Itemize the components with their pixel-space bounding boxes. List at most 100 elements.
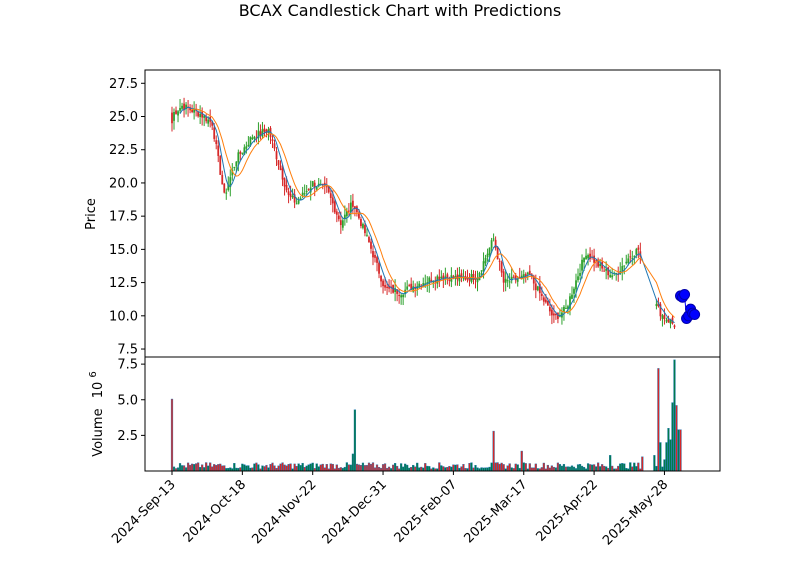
volume-bar <box>381 464 385 472</box>
volume-bar <box>440 465 443 472</box>
volume-bar <box>305 465 308 472</box>
candle-body <box>528 270 531 275</box>
candle-body <box>309 187 312 193</box>
volume-bar <box>506 465 509 472</box>
candle-body <box>388 285 390 289</box>
candle-body <box>482 261 485 272</box>
volume-bar <box>172 466 176 472</box>
x-tick-label: 2024-Oct-18 <box>181 477 249 545</box>
volume-bar <box>452 464 455 472</box>
volume-bar <box>603 465 606 472</box>
volume-bar <box>601 464 604 472</box>
volume-bar <box>663 459 666 472</box>
candle-body <box>329 193 332 198</box>
volume-bar <box>281 462 284 472</box>
volume-bar <box>297 463 300 472</box>
candle-body <box>227 184 230 191</box>
candle-body <box>631 258 634 260</box>
candle-body <box>621 266 624 272</box>
candle-body <box>219 155 222 175</box>
candle-body <box>235 161 238 167</box>
volume-bar <box>271 462 274 472</box>
volume-bar <box>257 464 260 472</box>
volume-y-tick-label: 7.5 <box>117 358 138 373</box>
candle-body <box>458 274 461 282</box>
volume-bar <box>424 463 427 472</box>
volume-bar <box>261 465 264 472</box>
volume-bar <box>267 467 270 472</box>
candle-body <box>526 272 529 275</box>
volume-bar <box>217 464 220 472</box>
volume-bar <box>669 439 672 472</box>
volume-bar <box>176 467 180 472</box>
candle-body <box>259 131 262 136</box>
volume-bar <box>637 462 640 472</box>
volume-bar <box>351 453 354 472</box>
candle-body <box>360 219 362 227</box>
candle-body <box>398 295 401 297</box>
volume-bar <box>597 462 600 472</box>
candle-body <box>536 286 539 291</box>
volume-bar <box>542 462 545 472</box>
volume-bar <box>562 463 566 472</box>
volume-bar <box>486 467 489 472</box>
candle-body <box>486 253 489 258</box>
candle-body <box>412 286 415 292</box>
volume-bar <box>619 463 622 472</box>
candle-body <box>179 107 181 111</box>
candle-body <box>659 304 662 317</box>
candle-body <box>175 110 177 114</box>
candle-body <box>669 320 672 324</box>
volume-bar <box>416 462 419 472</box>
volume-panel: 2.5 5.0 7.5 Volume 10 6 <box>88 356 721 472</box>
candle-body <box>512 276 515 278</box>
candle-body <box>508 281 511 283</box>
volume-bar <box>233 463 236 472</box>
volume-bar <box>201 464 204 472</box>
volume-bar <box>371 462 375 472</box>
volume-bar <box>347 464 350 472</box>
prediction-point <box>679 289 691 301</box>
candle-body <box>295 203 298 205</box>
candle-body <box>575 280 577 290</box>
volume-bar <box>609 455 612 472</box>
volume-bar <box>396 465 399 472</box>
candle-body <box>623 265 626 267</box>
volume-bar <box>617 465 620 472</box>
candle-body <box>655 304 658 307</box>
volume-bar <box>492 430 495 472</box>
candle-body <box>502 271 505 283</box>
volume-bar <box>203 467 206 472</box>
volume-bar <box>321 463 324 472</box>
volume-bar <box>470 462 473 472</box>
volume-bar <box>289 463 292 472</box>
candle-body <box>456 274 459 280</box>
volume-bar <box>301 462 304 472</box>
candle-body <box>215 140 218 145</box>
candle-body <box>271 139 274 142</box>
candle-body <box>173 112 175 121</box>
candle-body <box>289 193 292 197</box>
candle-body <box>293 194 296 203</box>
price-candles <box>171 97 676 330</box>
volume-bar <box>361 462 365 472</box>
volume-bar <box>498 463 501 472</box>
volume-bar <box>406 464 409 472</box>
candle-body <box>237 152 240 163</box>
candle-body <box>325 186 328 188</box>
candle-body <box>581 259 583 271</box>
candle-body <box>440 276 443 279</box>
candle-body <box>577 276 579 281</box>
volume-ylabel-exponent: 6 <box>88 371 99 377</box>
candle-body <box>418 283 421 288</box>
volume-bar <box>572 466 576 472</box>
price-y-tick-label: 22.5 <box>109 143 138 158</box>
volume-bar <box>462 464 465 472</box>
candle-body <box>191 109 193 113</box>
candle-body <box>307 189 310 191</box>
candle-body <box>583 257 585 263</box>
volume-bar <box>496 462 499 472</box>
candle-body <box>516 279 519 282</box>
volume-bar <box>387 466 391 472</box>
volume-bar <box>641 456 644 472</box>
